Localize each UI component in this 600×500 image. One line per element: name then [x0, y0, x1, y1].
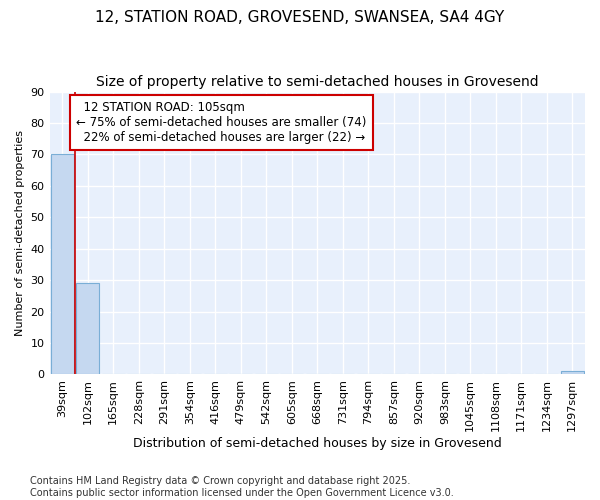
Text: 12 STATION ROAD: 105sqm
← 75% of semi-detached houses are smaller (74)
  22% of : 12 STATION ROAD: 105sqm ← 75% of semi-de…: [76, 101, 367, 144]
X-axis label: Distribution of semi-detached houses by size in Grovesend: Distribution of semi-detached houses by …: [133, 437, 502, 450]
Bar: [51, 154, 74, 374]
Bar: [76, 284, 99, 374]
Y-axis label: Number of semi-detached properties: Number of semi-detached properties: [15, 130, 25, 336]
Title: Size of property relative to semi-detached houses in Grovesend: Size of property relative to semi-detach…: [96, 75, 539, 89]
Text: Contains HM Land Registry data © Crown copyright and database right 2025.
Contai: Contains HM Land Registry data © Crown c…: [30, 476, 454, 498]
Bar: [561, 372, 584, 374]
Text: 12, STATION ROAD, GROVESEND, SWANSEA, SA4 4GY: 12, STATION ROAD, GROVESEND, SWANSEA, SA…: [95, 10, 505, 25]
